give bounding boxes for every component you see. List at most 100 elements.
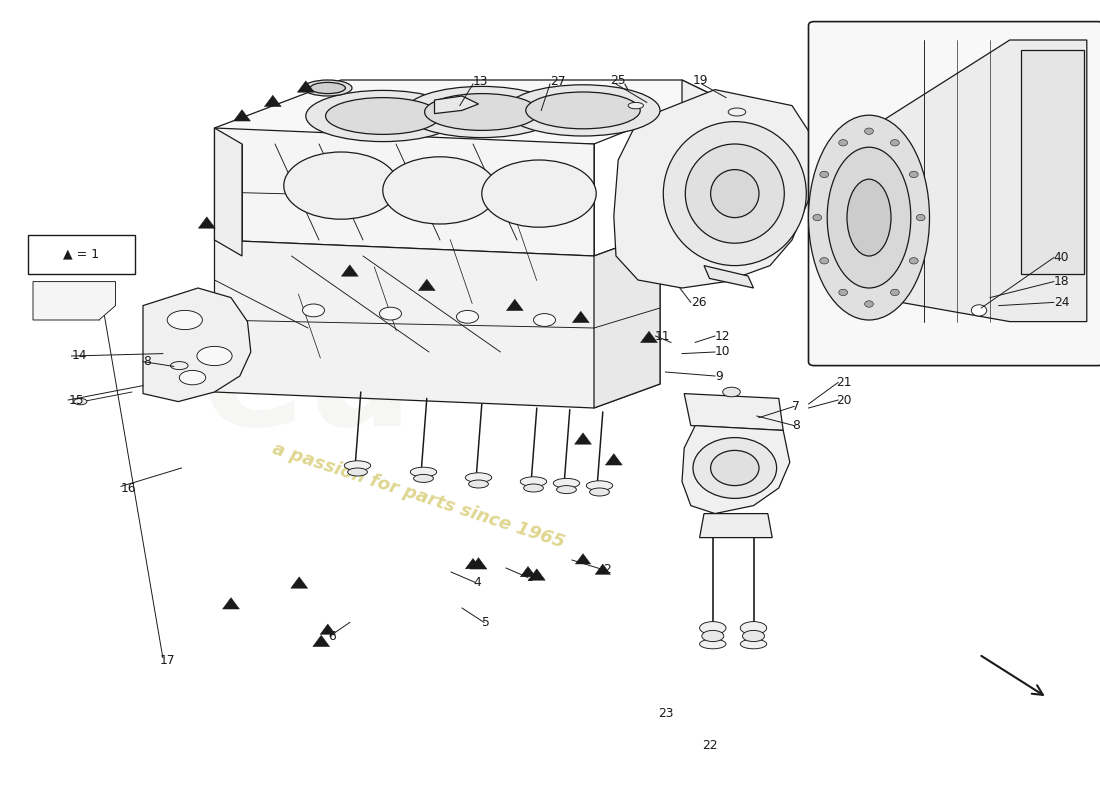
Ellipse shape xyxy=(586,481,613,490)
Ellipse shape xyxy=(179,370,206,385)
Ellipse shape xyxy=(820,171,828,178)
Polygon shape xyxy=(320,624,336,634)
Text: 24: 24 xyxy=(1054,296,1069,309)
Ellipse shape xyxy=(348,468,367,476)
Polygon shape xyxy=(682,426,790,514)
Polygon shape xyxy=(233,110,251,121)
Ellipse shape xyxy=(910,258,918,264)
FancyBboxPatch shape xyxy=(808,22,1100,366)
Ellipse shape xyxy=(702,630,724,642)
Polygon shape xyxy=(575,554,591,564)
Polygon shape xyxy=(143,288,251,402)
Text: 16: 16 xyxy=(121,482,136,494)
Text: eu: eu xyxy=(201,310,415,458)
Ellipse shape xyxy=(711,450,759,486)
Polygon shape xyxy=(264,95,282,106)
Polygon shape xyxy=(33,282,116,320)
Polygon shape xyxy=(528,569,546,580)
Ellipse shape xyxy=(839,139,848,146)
Polygon shape xyxy=(614,90,812,288)
Ellipse shape xyxy=(306,90,460,142)
Text: 11: 11 xyxy=(654,330,670,342)
Text: 12: 12 xyxy=(715,330,730,342)
Text: 14: 14 xyxy=(72,350,87,362)
Ellipse shape xyxy=(326,98,440,134)
Polygon shape xyxy=(574,433,592,444)
Text: 9: 9 xyxy=(715,370,723,382)
Ellipse shape xyxy=(728,108,746,116)
Ellipse shape xyxy=(344,461,371,470)
Ellipse shape xyxy=(813,214,822,221)
Ellipse shape xyxy=(740,639,767,649)
Ellipse shape xyxy=(865,301,873,307)
Ellipse shape xyxy=(971,305,987,316)
Ellipse shape xyxy=(465,473,492,482)
Ellipse shape xyxy=(379,307,401,320)
Ellipse shape xyxy=(820,258,828,264)
Ellipse shape xyxy=(693,438,777,498)
Ellipse shape xyxy=(170,362,188,370)
Text: 5: 5 xyxy=(482,616,490,629)
Text: 17: 17 xyxy=(160,654,175,666)
Ellipse shape xyxy=(700,622,726,634)
Text: 21: 21 xyxy=(836,376,851,389)
Ellipse shape xyxy=(723,387,740,397)
Polygon shape xyxy=(506,299,524,310)
Ellipse shape xyxy=(628,102,643,109)
Polygon shape xyxy=(1021,50,1084,274)
Text: 25: 25 xyxy=(610,74,626,86)
Ellipse shape xyxy=(405,86,559,138)
Ellipse shape xyxy=(534,314,556,326)
Ellipse shape xyxy=(456,310,478,323)
Ellipse shape xyxy=(524,484,543,492)
Text: 8: 8 xyxy=(143,355,151,368)
Text: 40: 40 xyxy=(1054,251,1069,264)
Ellipse shape xyxy=(553,478,580,488)
Text: 8: 8 xyxy=(792,419,800,432)
Polygon shape xyxy=(290,577,308,588)
Ellipse shape xyxy=(700,639,726,649)
Ellipse shape xyxy=(808,115,930,320)
Polygon shape xyxy=(214,232,660,408)
Polygon shape xyxy=(198,217,216,228)
Ellipse shape xyxy=(891,139,900,146)
Polygon shape xyxy=(605,454,623,465)
Bar xyxy=(28,235,135,274)
Text: 18: 18 xyxy=(1054,275,1069,288)
Polygon shape xyxy=(465,558,481,569)
Ellipse shape xyxy=(663,122,806,266)
Text: 13: 13 xyxy=(473,75,488,88)
Ellipse shape xyxy=(167,310,202,330)
Text: 3: 3 xyxy=(526,571,534,584)
Polygon shape xyxy=(470,558,487,569)
Polygon shape xyxy=(572,311,590,322)
Ellipse shape xyxy=(414,474,433,482)
Ellipse shape xyxy=(685,144,784,243)
Text: 15: 15 xyxy=(68,394,84,406)
Text: 23: 23 xyxy=(658,707,673,720)
Ellipse shape xyxy=(557,486,576,494)
Ellipse shape xyxy=(891,290,900,296)
Polygon shape xyxy=(214,128,594,256)
Ellipse shape xyxy=(197,346,232,366)
Text: 7: 7 xyxy=(792,400,800,413)
Ellipse shape xyxy=(742,630,764,642)
Polygon shape xyxy=(214,128,242,256)
Ellipse shape xyxy=(910,171,918,178)
Ellipse shape xyxy=(425,94,539,130)
Ellipse shape xyxy=(482,160,596,227)
Ellipse shape xyxy=(506,85,660,136)
Text: a passion for parts since 1965: a passion for parts since 1965 xyxy=(270,440,566,552)
Ellipse shape xyxy=(838,290,847,296)
Polygon shape xyxy=(297,81,315,92)
Ellipse shape xyxy=(847,179,891,256)
Text: 27: 27 xyxy=(550,75,565,88)
Text: 22: 22 xyxy=(702,739,717,752)
Ellipse shape xyxy=(284,152,398,219)
Text: 10: 10 xyxy=(715,346,730,358)
Ellipse shape xyxy=(827,147,911,288)
Polygon shape xyxy=(312,635,330,646)
Polygon shape xyxy=(594,232,660,408)
Text: 4: 4 xyxy=(473,576,481,589)
Text: 26: 26 xyxy=(691,296,706,309)
